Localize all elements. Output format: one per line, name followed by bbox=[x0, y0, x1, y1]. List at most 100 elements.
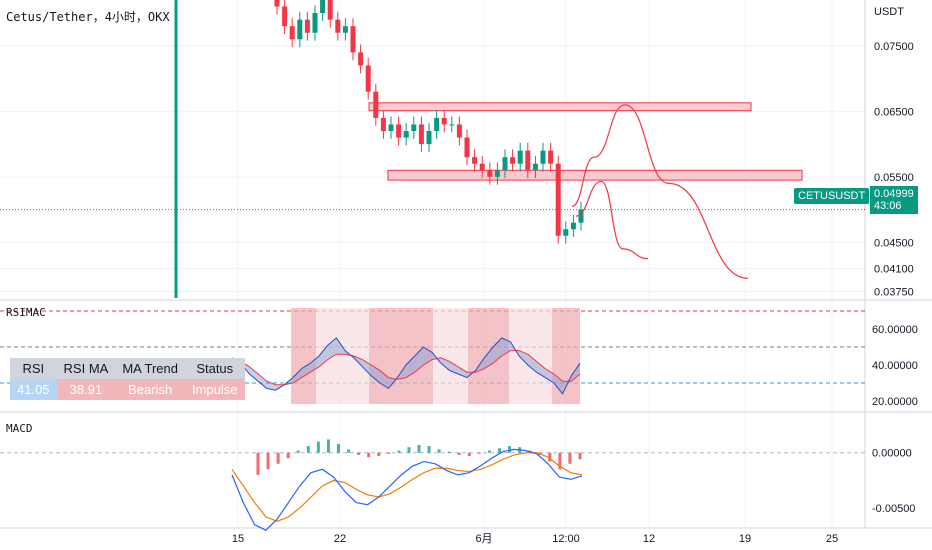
macd-histogram-bar bbox=[558, 452, 562, 470]
candle-body bbox=[532, 163, 538, 171]
rsi-ma-line bbox=[231, 350, 581, 386]
candle-body bbox=[282, 6, 288, 27]
candle-body bbox=[289, 26, 295, 40]
candle-body bbox=[358, 52, 364, 66]
macd-histogram-bar bbox=[457, 452, 461, 455]
macd-tick-label: -0.00500 bbox=[872, 503, 915, 515]
macd-histogram-bar bbox=[357, 452, 361, 455]
candle-body bbox=[555, 163, 561, 236]
rsi-status-band bbox=[369, 308, 433, 404]
candle-body bbox=[380, 117, 386, 131]
price-tick-label: 0.04500 bbox=[874, 237, 914, 249]
resistance-zone bbox=[368, 102, 752, 112]
time-tick-label: 19 bbox=[739, 533, 751, 545]
candle-body bbox=[373, 91, 379, 118]
candle-body bbox=[578, 209, 584, 223]
macd-line bbox=[231, 448, 583, 531]
macd-signal-line bbox=[231, 452, 583, 523]
macd-histogram-bar bbox=[498, 448, 501, 453]
candle-body bbox=[456, 124, 462, 138]
rsi-status-band bbox=[552, 308, 580, 404]
macd-histogram-bar bbox=[326, 439, 330, 453]
candle-body bbox=[335, 19, 341, 33]
time-tick-label: 12:00 bbox=[552, 533, 580, 545]
rsi-table-header: MA Trend bbox=[115, 358, 185, 379]
candle-body bbox=[350, 26, 356, 53]
macd-histogram-bar bbox=[467, 452, 471, 457]
macd-histogram-bar bbox=[548, 452, 552, 462]
rsi-pane-label: RSIMAC bbox=[6, 306, 46, 319]
candle-body bbox=[540, 150, 546, 164]
macd-histogram-bar bbox=[256, 452, 260, 475]
price-tick-label: 0.04100 bbox=[874, 264, 914, 276]
candle-body bbox=[487, 170, 493, 177]
price-tick-label: 0.03750 bbox=[874, 286, 914, 298]
rsi-status-band bbox=[291, 308, 316, 404]
candle-body bbox=[494, 170, 500, 177]
macd-histogram-bar bbox=[397, 450, 401, 453]
time-tick-label: 25 bbox=[826, 533, 838, 545]
macd-histogram-bar bbox=[266, 452, 270, 470]
macd-histogram-bar bbox=[437, 449, 441, 453]
rsi-table-header: Status bbox=[184, 358, 245, 379]
rsi-status-table: RSI RSI MA MA Trend Status 41.05 38.91 B… bbox=[10, 358, 245, 400]
price-tick-label: 0.07500 bbox=[874, 41, 914, 53]
rsi-table-header: RSI MA bbox=[56, 358, 116, 379]
macd-histogram-bar bbox=[508, 446, 512, 453]
macd-histogram-bar bbox=[276, 452, 280, 464]
rsi-line bbox=[231, 337, 581, 395]
rsi-status-band bbox=[433, 308, 468, 404]
candle-body bbox=[510, 157, 516, 164]
candle-body bbox=[365, 65, 371, 92]
macd-histogram-bar bbox=[316, 441, 320, 453]
projection-curve bbox=[575, 180, 649, 260]
macd-histogram-bar bbox=[477, 452, 481, 454]
rsi-table-header: RSI bbox=[10, 358, 57, 379]
candle-body bbox=[388, 124, 394, 131]
currency-label: USDT bbox=[874, 6, 904, 18]
rsi-tick-label: 60.00000 bbox=[872, 324, 918, 336]
candle-body bbox=[304, 19, 310, 33]
macd-histogram-bar bbox=[578, 452, 582, 460]
rsi-table-value: 38.91 bbox=[56, 379, 116, 400]
macd-histogram-bar bbox=[347, 449, 351, 453]
candle-body bbox=[563, 229, 569, 236]
candle-body bbox=[441, 117, 447, 125]
price-tag-countdown: 43:06 bbox=[874, 200, 902, 212]
macd-histogram-bar bbox=[286, 452, 290, 459]
rsi-table-value: 41.05 bbox=[10, 379, 57, 400]
chart-title: Cetus/Tether，4小时，OKX bbox=[6, 10, 170, 24]
symbol-tag: CETUSUSDT bbox=[794, 188, 870, 204]
candle-body bbox=[479, 163, 485, 171]
candle-body bbox=[274, 0, 280, 7]
candle-body bbox=[570, 222, 576, 230]
candle-body bbox=[548, 150, 554, 164]
macd-histogram-bar bbox=[447, 451, 451, 453]
macd-histogram-bar bbox=[337, 443, 340, 453]
price-tag: 0.04999 43:06 bbox=[870, 186, 918, 214]
macd-histogram-bar bbox=[487, 450, 491, 453]
candle-body bbox=[472, 157, 478, 164]
macd-histogram-bar bbox=[387, 452, 391, 454]
macd-histogram-bar bbox=[296, 450, 300, 453]
candle-body bbox=[411, 124, 417, 131]
macd-histogram-bar bbox=[417, 444, 421, 453]
macd-histogram-bar bbox=[407, 447, 411, 453]
resistance-zone bbox=[387, 169, 803, 181]
macd-histogram-bar bbox=[427, 446, 431, 453]
candle-body bbox=[502, 157, 508, 171]
price-tag-value: 0.04999 bbox=[874, 188, 914, 200]
candle-body bbox=[449, 124, 455, 126]
price-tick-label: 0.06500 bbox=[874, 106, 914, 118]
candle-body bbox=[525, 150, 531, 171]
macd-histogram-bar bbox=[306, 446, 310, 453]
candle-body bbox=[297, 19, 303, 40]
price-tick-label: 0.05500 bbox=[874, 172, 914, 184]
rsi-table-value: Impulse bbox=[184, 379, 245, 400]
time-tick-label: 22 bbox=[334, 533, 346, 545]
macd-histogram-bar bbox=[377, 452, 381, 457]
rsi-table-value-row: 41.05 38.91 Bearish Impulse bbox=[10, 379, 245, 400]
rsi-tick-label: 20.00000 bbox=[872, 396, 918, 408]
macd-histogram-bar bbox=[568, 452, 572, 464]
